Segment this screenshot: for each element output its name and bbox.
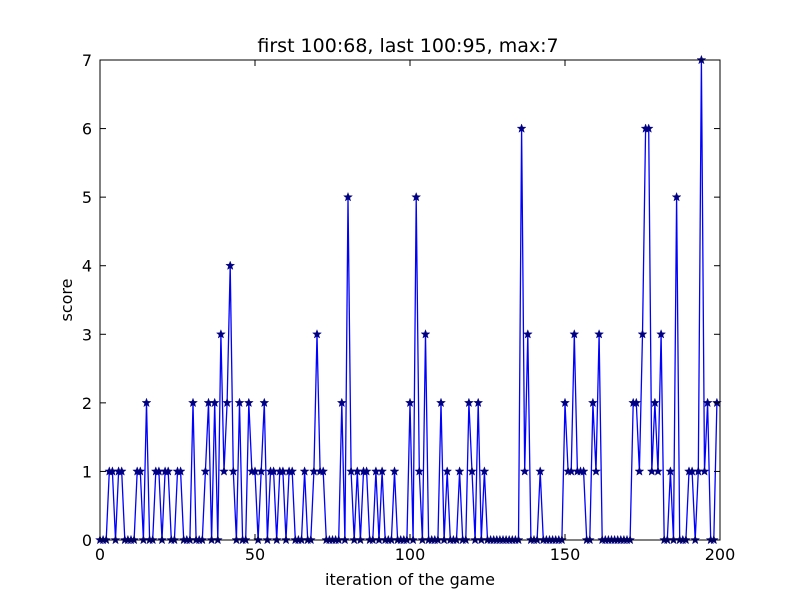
data-point — [631, 397, 642, 408]
data-point — [591, 466, 601, 476]
data-point — [463, 397, 474, 408]
data-point — [699, 466, 710, 476]
data-point — [243, 397, 254, 408]
data-point — [637, 329, 648, 339]
data-point — [256, 466, 267, 476]
data-point — [702, 397, 713, 408]
data-point — [259, 397, 270, 408]
data-point — [312, 329, 322, 339]
data-point — [228, 466, 239, 476]
data-point — [420, 329, 431, 339]
y-tick-label: 0 — [82, 531, 92, 550]
data-point — [200, 466, 211, 476]
data-point — [414, 466, 425, 476]
data-point — [163, 466, 174, 476]
y-tick-label: 4 — [82, 257, 92, 276]
data-point — [454, 466, 465, 476]
data-point — [560, 397, 570, 408]
data-point — [411, 191, 422, 202]
data-point — [287, 466, 298, 476]
data-point — [479, 466, 490, 476]
data-point — [299, 466, 310, 476]
data-point — [361, 466, 372, 476]
series-line — [100, 59, 718, 541]
data-point — [405, 397, 415, 408]
data-point — [594, 329, 605, 339]
y-tick-label: 2 — [82, 394, 92, 413]
data-point — [519, 466, 530, 476]
y-tick-label: 3 — [82, 325, 92, 344]
chart-title: first 100:68, last 100:95, max:7 — [257, 35, 558, 57]
data-point — [209, 397, 220, 408]
data-point — [436, 397, 446, 408]
data-point — [389, 466, 400, 476]
data-point — [535, 466, 546, 476]
data-point — [522, 329, 533, 339]
y-tick-label: 1 — [82, 462, 92, 481]
x-axis-label: iteration of the game — [325, 570, 495, 589]
x-tick-label: 50 — [245, 545, 265, 564]
y-tick-label: 5 — [82, 188, 92, 207]
data-point — [473, 397, 484, 408]
data-point — [343, 191, 353, 202]
data-point — [442, 466, 453, 476]
data-point — [516, 123, 527, 133]
data-point — [222, 397, 233, 408]
x-tick-label: 150 — [550, 545, 581, 564]
data-point — [578, 466, 589, 476]
y-axis-label: score — [57, 279, 76, 322]
data-point — [656, 329, 667, 339]
data-point — [175, 466, 186, 476]
data-point — [643, 123, 654, 133]
data-point — [467, 466, 477, 476]
data-point — [215, 329, 226, 339]
data-point — [219, 466, 229, 476]
data-point — [587, 397, 598, 408]
data-point — [116, 466, 127, 476]
x-tick-label: 200 — [705, 545, 736, 564]
data-point — [653, 466, 663, 476]
data-point — [336, 397, 347, 408]
data-point — [135, 466, 146, 476]
data-point — [665, 466, 676, 476]
data-point — [671, 191, 682, 202]
x-tick-label: 0 — [95, 545, 105, 564]
data-point — [225, 260, 236, 270]
plot-frame — [99, 59, 721, 541]
data-point — [234, 397, 245, 408]
data-point — [634, 466, 645, 476]
data-point — [318, 466, 329, 476]
data-point — [188, 397, 198, 408]
data-point — [649, 397, 660, 408]
data-point — [569, 329, 580, 339]
data-point — [377, 466, 388, 476]
data-point — [141, 397, 152, 408]
y-tick-label: 7 — [82, 51, 92, 70]
x-tick-label: 100 — [395, 545, 426, 564]
y-tick-label: 6 — [82, 120, 92, 139]
